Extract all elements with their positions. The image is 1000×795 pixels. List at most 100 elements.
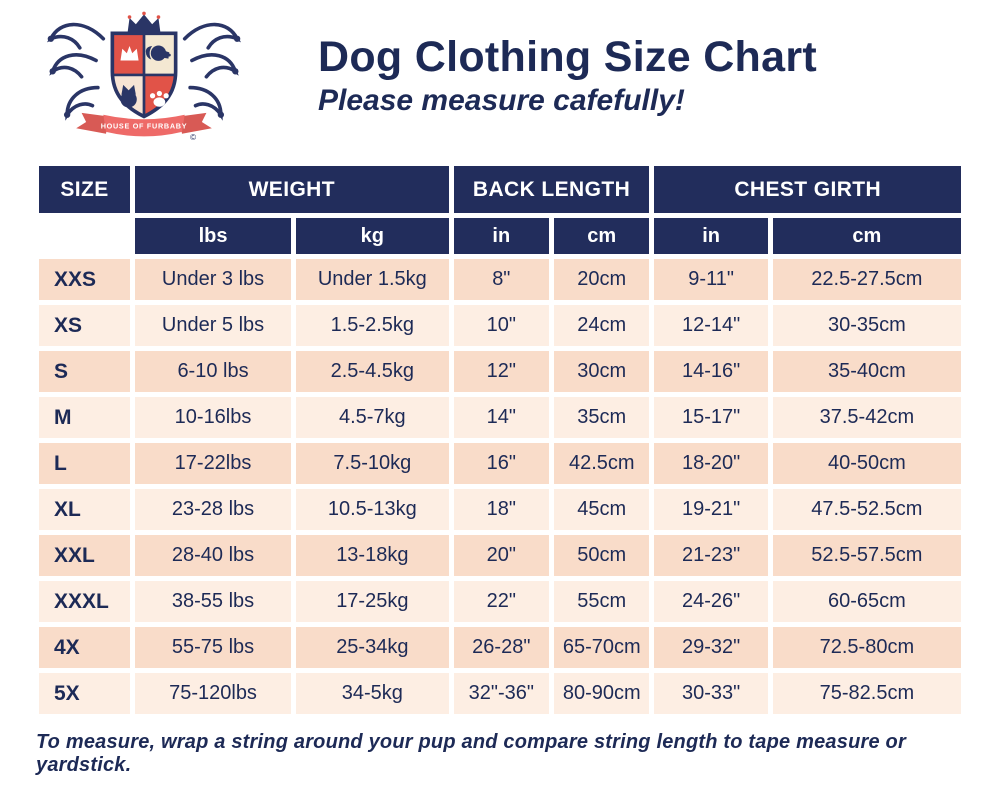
table-row: 5X 75-120lbs 34-5kg 32"-36" 80-90cm 30-33" 75-… — [39, 673, 961, 714]
value-cell: 14-16" — [654, 351, 768, 392]
brand-crest-icon: HOUSE OF FURBABY © — [45, 11, 243, 142]
value-cell: 30-33" — [654, 673, 768, 714]
size-cell: XS — [39, 305, 130, 346]
size-cell: XL — [39, 489, 130, 530]
table-head: SIZE WEIGHT BACK LENGTH CHEST GIRTH lbs … — [39, 166, 961, 254]
measure-note: To measure, wrap a string around your pu… — [36, 731, 906, 776]
value-cell: 22" — [453, 581, 550, 622]
paw-icon — [149, 90, 169, 107]
value-cell: 10-16lbs — [134, 397, 292, 438]
value-cell: 2.5-4.5kg — [296, 351, 449, 392]
table-row: XS Under 5 lbs 1.5-2.5kg 10" 24cm 12-14" 30-35… — [39, 305, 961, 346]
page-title: Dog Clothing Size Chart — [318, 33, 817, 81]
subcol-chest-in: in — [654, 218, 768, 254]
value-cell: 19-21" — [654, 489, 768, 530]
value-cell: 26-28" — [453, 627, 550, 668]
col-header-size: SIZE — [39, 166, 130, 213]
header: HOUSE OF FURBABY © Dog Clothing Size Cha… — [34, 8, 966, 155]
table-row: L 17-22lbs 7.5-10kg 16" 42.5cm 18-20" 40-50cm — [39, 443, 961, 484]
subcol-chest-cm: cm — [772, 218, 961, 254]
value-cell: 14" — [453, 397, 550, 438]
subcol-lbs: lbs — [134, 218, 292, 254]
value-cell: 1.5-2.5kg — [296, 305, 449, 346]
value-cell: Under 3 lbs — [134, 259, 292, 300]
value-cell: 30cm — [554, 351, 650, 392]
size-chart-table: SIZE WEIGHT BACK LENGTH CHEST GIRTH lbs … — [34, 161, 966, 719]
value-cell: 17-25kg — [296, 581, 449, 622]
value-cell: 34-5kg — [296, 673, 449, 714]
value-cell: 80-90cm — [554, 673, 650, 714]
subcol-blank — [39, 218, 130, 254]
size-cell: XXXL — [39, 581, 130, 622]
value-cell: 52.5-57.5cm — [772, 535, 961, 576]
value-cell: 24-26" — [654, 581, 768, 622]
value-cell: 37.5-42cm — [772, 397, 961, 438]
value-cell: 10" — [453, 305, 550, 346]
value-cell: 42.5cm — [554, 443, 650, 484]
value-cell: 75-120lbs — [134, 673, 292, 714]
size-cell: 5X — [39, 673, 130, 714]
size-cell: S — [39, 351, 130, 392]
value-cell: 40-50cm — [772, 443, 961, 484]
value-cell: 23-28 lbs — [134, 489, 292, 530]
crown-quadrant-icon — [120, 45, 139, 61]
main-header-row: SIZE WEIGHT BACK LENGTH CHEST GIRTH — [39, 166, 961, 213]
table-row: XL 23-28 lbs 10.5-13kg 18" 45cm 19-21" 47.5-52… — [39, 489, 961, 530]
value-cell: 4.5-7kg — [296, 397, 449, 438]
value-cell: 35cm — [554, 397, 650, 438]
value-cell: 75-82.5cm — [772, 673, 961, 714]
value-cell: 20" — [453, 535, 550, 576]
subcol-back-cm: cm — [554, 218, 650, 254]
value-cell: 7.5-10kg — [296, 443, 449, 484]
flourish-left-icon — [45, 22, 106, 120]
value-cell: 18-20" — [654, 443, 768, 484]
value-cell: 60-65cm — [772, 581, 961, 622]
value-cell: 22.5-27.5cm — [772, 259, 961, 300]
shield — [110, 31, 178, 119]
size-cell: L — [39, 443, 130, 484]
col-header-back-length: BACK LENGTH — [453, 166, 650, 213]
value-cell: 17-22lbs — [134, 443, 292, 484]
value-cell: 20cm — [554, 259, 650, 300]
size-cell: XXS — [39, 259, 130, 300]
col-header-weight: WEIGHT — [134, 166, 449, 213]
table-row: XXXL 38-55 lbs 17-25kg 22" 55cm 24-26" 60-65cm — [39, 581, 961, 622]
subcol-back-in: in — [453, 218, 550, 254]
value-cell: 65-70cm — [554, 627, 650, 668]
sub-header-row: lbs kg in cm in cm — [39, 218, 961, 254]
flourish-right-icon — [182, 22, 243, 120]
value-cell: 8" — [453, 259, 550, 300]
value-cell: Under 1.5kg — [296, 259, 449, 300]
value-cell: 12-14" — [654, 305, 768, 346]
value-cell: 6-10 lbs — [134, 351, 292, 392]
subcol-kg: kg — [296, 218, 449, 254]
cat-icon — [120, 84, 137, 108]
dog-icon — [145, 45, 171, 61]
table-row: XXS Under 3 lbs Under 1.5kg 8" 20cm 9-11" 22.5… — [39, 259, 961, 300]
crown-icon — [127, 11, 161, 32]
value-cell: 13-18kg — [296, 535, 449, 576]
value-cell: 55-75 lbs — [134, 627, 292, 668]
value-cell: 45cm — [554, 489, 650, 530]
page-subtitle: Please measure cafefully! — [318, 84, 685, 118]
value-cell: 18" — [453, 489, 550, 530]
size-cell: 4X — [39, 627, 130, 668]
value-cell: 72.5-80cm — [772, 627, 961, 668]
col-header-chest-girth: CHEST GIRTH — [654, 166, 961, 213]
logo-copyright: © — [190, 133, 196, 142]
value-cell: Under 5 lbs — [134, 305, 292, 346]
table-row: 4X 55-75 lbs 25-34kg 26-28" 65-70cm 29-32" 72.… — [39, 627, 961, 668]
value-cell: 55cm — [554, 581, 650, 622]
value-cell: 29-32" — [654, 627, 768, 668]
table-body: XXS Under 3 lbs Under 1.5kg 8" 20cm 9-11" 22.5… — [39, 259, 961, 714]
value-cell: 50cm — [554, 535, 650, 576]
table-row: S 6-10 lbs 2.5-4.5kg 12" 30cm 14-16" 35-40cm — [39, 351, 961, 392]
value-cell: 21-23" — [654, 535, 768, 576]
table-row: XXL 28-40 lbs 13-18kg 20" 50cm 21-23" 52.5-57.… — [39, 535, 961, 576]
value-cell: 9-11" — [654, 259, 768, 300]
value-cell: 28-40 lbs — [134, 535, 292, 576]
value-cell: 25-34kg — [296, 627, 449, 668]
size-cell: M — [39, 397, 130, 438]
value-cell: 12" — [453, 351, 550, 392]
